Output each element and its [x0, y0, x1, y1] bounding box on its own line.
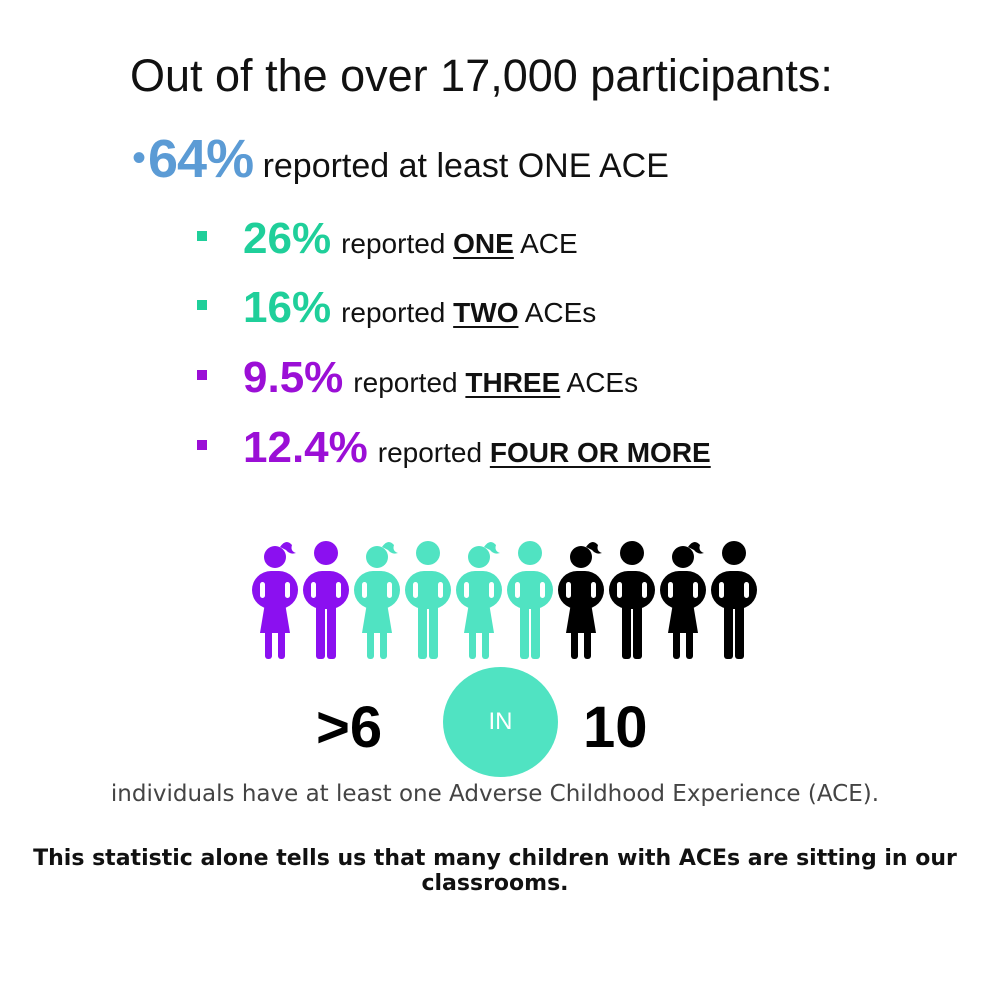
square-bullet-icon — [197, 370, 207, 380]
boy-icon — [609, 541, 655, 659]
main-stat-percent: 64% — [148, 129, 254, 189]
ratio-left: >6 — [316, 695, 383, 760]
sub-stat-keyword: TWO — [453, 297, 519, 328]
main-stat-text: reported at least ONE ACE — [262, 147, 669, 185]
ratio-mid: IN — [488, 708, 513, 735]
square-bullet-icon — [197, 440, 207, 450]
boy-icon — [303, 541, 349, 659]
people-pictogram — [250, 537, 759, 660]
description: individuals have at least one Adverse Ch… — [110, 781, 880, 807]
sub-stat-suffix: ACEs — [524, 297, 597, 328]
girl-icon — [354, 541, 400, 659]
sub-stat-prefix: reported — [341, 228, 446, 259]
girl-icon — [558, 541, 604, 659]
sub-stat-percent: 12.4% — [243, 423, 368, 472]
square-bullet-icon — [197, 300, 207, 310]
main-stat: •64% reported at least ONE ACE — [132, 128, 669, 190]
sub-stat-keyword: FOUR OR MORE — [489, 437, 711, 468]
girl-icon — [660, 541, 706, 659]
ratio-right: 10 — [583, 695, 648, 760]
boy-icon — [507, 541, 553, 659]
sub-stat-keyword: ONE — [453, 228, 514, 259]
sub-stat-percent: 9.5% — [243, 353, 344, 402]
sub-stat-keyword: THREE — [465, 367, 561, 398]
square-bullet-icon — [197, 231, 207, 241]
conclusion: This statistic alone tells us that many … — [33, 846, 957, 896]
sub-stat: 9.5% reported THREE ACEs — [197, 353, 638, 403]
sub-stat-percent: 26% — [243, 214, 332, 263]
sub-stat: 12.4% reported FOUR OR MORE — [197, 423, 711, 473]
sub-stat: 26% reported ONE ACE — [197, 214, 578, 264]
sub-stat-prefix: reported — [341, 297, 446, 328]
bullet-icon: • — [132, 136, 147, 180]
boy-icon — [405, 541, 451, 659]
sub-stat-prefix: reported — [353, 367, 458, 398]
sub-stat-prefix: reported — [377, 437, 483, 468]
girl-icon — [456, 541, 502, 659]
boy-icon — [711, 541, 757, 659]
sub-stat: 16% reported TWO ACEs — [197, 283, 596, 333]
ratio-in-circle: IN — [443, 667, 558, 777]
sub-stat-suffix: ACEs — [566, 367, 639, 398]
sub-stat-suffix: ACE — [520, 228, 578, 259]
slide-title: Out of the over 17,000 participants: — [130, 50, 833, 101]
girl-icon — [252, 541, 298, 659]
sub-stat-percent: 16% — [243, 283, 332, 332]
